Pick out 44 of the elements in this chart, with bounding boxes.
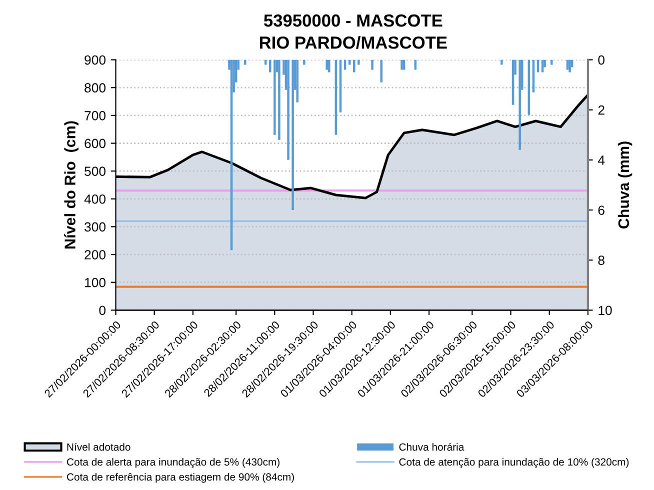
y2-tick-label: 4 <box>598 156 605 165</box>
legend-label: Cota de referência para estiagem de 90% (84cm) <box>66 472 294 483</box>
bar <box>287 60 290 160</box>
bar <box>268 60 272 72</box>
bar <box>244 60 246 65</box>
y-tick-label: 0 <box>99 306 106 316</box>
bar <box>518 60 521 150</box>
legend-label: Chuva horária <box>399 442 464 451</box>
y-tick-label: 700 <box>84 110 106 120</box>
y-tick-label: 200 <box>84 250 106 260</box>
y-tick-label: 400 <box>84 194 106 204</box>
bar <box>278 60 280 140</box>
chart-subtitle: RIO PARDO/MASCOTE <box>260 36 447 49</box>
y2-tick-label: 2 <box>598 105 604 115</box>
bar <box>371 60 374 70</box>
bar <box>328 60 330 72</box>
bar <box>550 60 553 65</box>
y-tick-label: 500 <box>84 166 106 176</box>
bar <box>380 60 382 82</box>
y-tick-label: 100 <box>85 278 106 288</box>
y2-tick-label: 8 <box>598 256 604 266</box>
chart-title: 53950000 - MASCOTE <box>264 14 442 27</box>
legend-label: Cota de alerta para inundação de 5% (430cm) <box>66 458 280 468</box>
legend-label: Cota de atenção para inundação de 10% (320cm) <box>399 458 629 468</box>
bar <box>274 60 276 135</box>
y-tick-label: 800 <box>84 83 106 93</box>
y2-tick-label: 10 <box>598 306 612 316</box>
y-tick-label: 300 <box>84 222 106 232</box>
y-tick-label: 900 <box>84 55 106 65</box>
bar <box>326 60 328 70</box>
y2-tick-label: 0 <box>598 55 604 65</box>
legend-label: Nível adotado <box>67 442 130 451</box>
bar <box>500 60 503 65</box>
bar <box>400 60 403 70</box>
bar <box>358 60 360 65</box>
y2-axis-title: Chuva (mm) <box>618 142 632 228</box>
bar <box>352 60 356 72</box>
bar <box>296 60 299 102</box>
bar <box>292 60 294 210</box>
y-axis-title: Nível do Rio (cm) <box>64 121 78 248</box>
y-tick-label: 600 <box>84 138 106 148</box>
y2-tick-label: 6 <box>598 206 604 215</box>
bar <box>568 60 571 72</box>
bar <box>303 60 306 65</box>
